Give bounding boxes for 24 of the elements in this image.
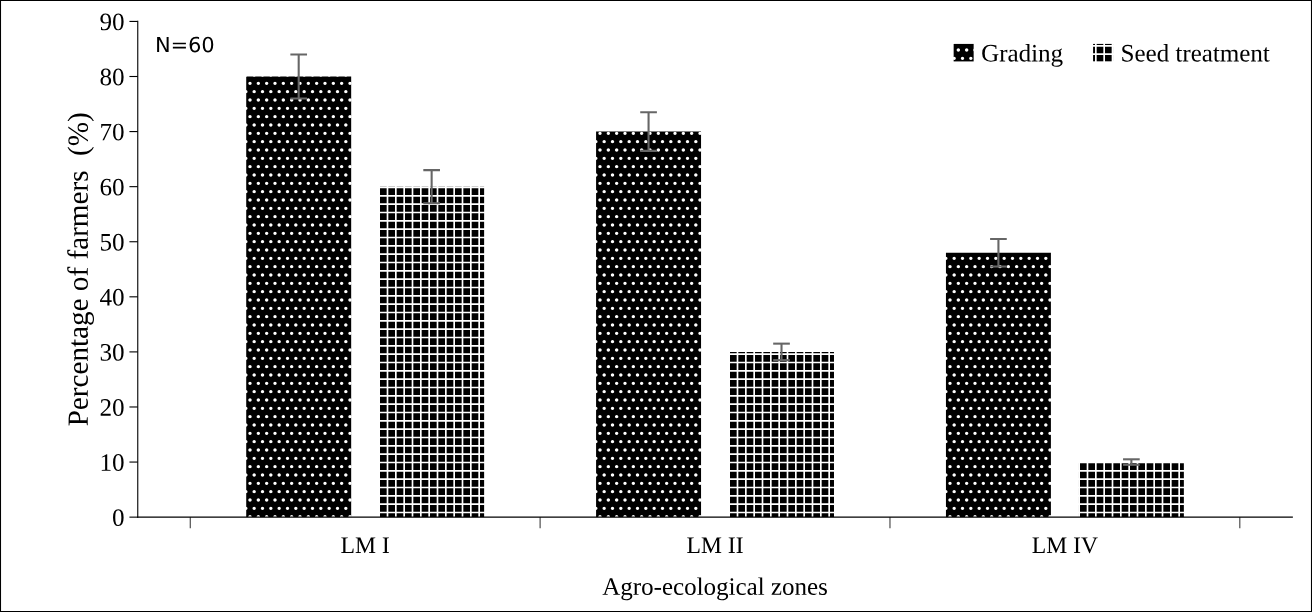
y-tick-label: 60 [100,178,124,196]
annotation: N=60 [157,36,214,53]
bar [729,351,834,518]
y-tick-label: 40 [100,288,124,306]
x-tick-label: LM I [341,537,389,553]
x-tick-label: LM II [687,537,743,553]
y-tick-label: 30 [100,343,124,361]
legend-label: Seed treatment [1122,44,1270,62]
y-tick-label: 80 [100,68,124,86]
bar [596,131,702,518]
y-axis-title: Percentage of farmers (%) [67,113,95,426]
y-tick-label: 10 [101,454,124,471]
x-axis-title: Agro-ecological zones [602,577,827,601]
bar [246,76,352,518]
bar [1078,462,1184,518]
y-tick-label: 20 [100,399,124,416]
y-tick-label: 50 [101,233,124,251]
y-tick-label: 90 [100,13,124,31]
bar [945,252,1051,518]
y-tick-label: 0 [113,509,124,527]
y-tick-label: 70 [101,123,124,141]
x-tick-label: LM IV [1032,537,1098,554]
legend-label: Grading [982,44,1063,67]
bar [379,186,485,518]
